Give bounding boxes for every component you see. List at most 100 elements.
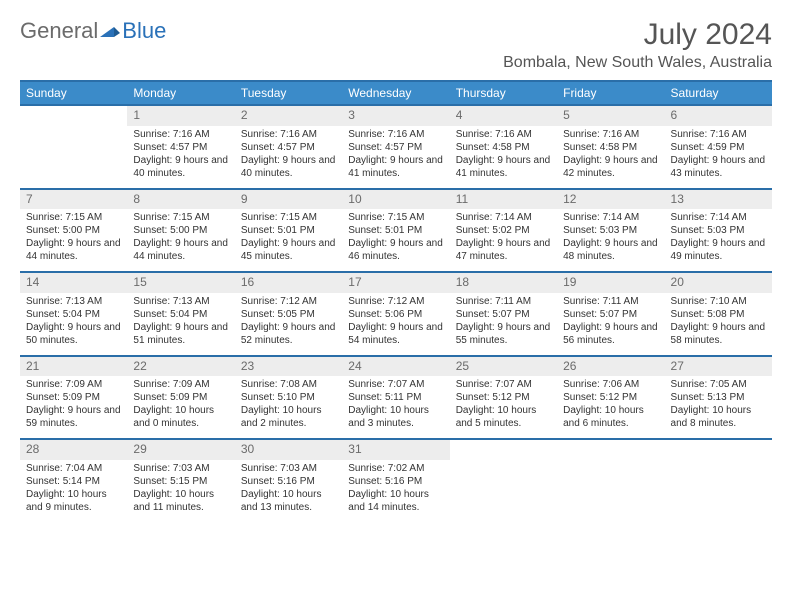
daylight-line: Daylight: 10 hours and 3 minutes.: [348, 404, 443, 430]
calendar-cell-number: 1: [127, 105, 234, 126]
day-number: 20: [665, 273, 772, 293]
sunset-line: Sunset: 4:58 PM: [563, 141, 658, 154]
calendar-cell-content: Sunrise: 7:15 AMSunset: 5:01 PMDaylight:…: [342, 209, 449, 272]
day-number: 21: [20, 357, 127, 377]
day-number: 14: [20, 273, 127, 293]
calendar-table: SundayMondayTuesdayWednesdayThursdayFrid…: [20, 80, 772, 522]
day-number: 27: [665, 357, 772, 377]
sunset-line: Sunset: 5:03 PM: [563, 224, 658, 237]
day-number: 2: [235, 106, 342, 126]
sunrise-line: Sunrise: 7:06 AM: [563, 378, 658, 391]
calendar-cell-content: Sunrise: 7:16 AMSunset: 4:59 PMDaylight:…: [665, 126, 772, 189]
calendar-cell-number: 14: [20, 272, 127, 293]
daylight-line: Daylight: 10 hours and 14 minutes.: [348, 488, 443, 514]
calendar-cell-content: Sunrise: 7:05 AMSunset: 5:13 PMDaylight:…: [665, 376, 772, 439]
calendar-header-row: SundayMondayTuesdayWednesdayThursdayFrid…: [20, 81, 772, 105]
daylight-line: Daylight: 10 hours and 8 minutes.: [671, 404, 766, 430]
sunrise-line: Sunrise: 7:14 AM: [671, 211, 766, 224]
daylight-line: Daylight: 9 hours and 49 minutes.: [671, 237, 766, 263]
month-title: July 2024: [503, 18, 772, 52]
daylight-line: Daylight: 10 hours and 9 minutes.: [26, 488, 121, 514]
sunset-line: Sunset: 4:57 PM: [241, 141, 336, 154]
calendar-cell-number: 29: [127, 439, 234, 460]
day-cell: Sunrise: 7:13 AMSunset: 5:04 PMDaylight:…: [127, 293, 234, 355]
day-cell: Sunrise: 7:09 AMSunset: 5:09 PMDaylight:…: [20, 376, 127, 438]
calendar-cell-content: Sunrise: 7:15 AMSunset: 5:01 PMDaylight:…: [235, 209, 342, 272]
sunrise-line: Sunrise: 7:15 AM: [348, 211, 443, 224]
calendar-cell-number: 23: [235, 356, 342, 377]
day-cell: Sunrise: 7:16 AMSunset: 4:57 PMDaylight:…: [235, 126, 342, 188]
sunrise-line: Sunrise: 7:16 AM: [133, 128, 228, 141]
calendar-cell-content: Sunrise: 7:16 AMSunset: 4:57 PMDaylight:…: [127, 126, 234, 189]
sunrise-line: Sunrise: 7:16 AM: [563, 128, 658, 141]
day-number: 10: [342, 190, 449, 210]
day-number: 19: [557, 273, 664, 293]
calendar-cell-number: [450, 439, 557, 460]
calendar-cell-content: Sunrise: 7:11 AMSunset: 5:07 PMDaylight:…: [557, 293, 664, 356]
sunrise-line: Sunrise: 7:05 AM: [671, 378, 766, 391]
sunrise-line: Sunrise: 7:12 AM: [348, 295, 443, 308]
day-number: 6: [665, 106, 772, 126]
calendar-cell-content: [557, 460, 664, 522]
sunset-line: Sunset: 5:11 PM: [348, 391, 443, 404]
sunset-line: Sunset: 5:12 PM: [563, 391, 658, 404]
day-cell: Sunrise: 7:16 AMSunset: 4:57 PMDaylight:…: [342, 126, 449, 188]
day-cell: Sunrise: 7:11 AMSunset: 5:07 PMDaylight:…: [557, 293, 664, 355]
day-cell: Sunrise: 7:06 AMSunset: 5:12 PMDaylight:…: [557, 376, 664, 438]
day-number: 18: [450, 273, 557, 293]
day-number: 26: [557, 357, 664, 377]
day-number: 28: [20, 440, 127, 460]
day-number: 16: [235, 273, 342, 293]
sunrise-line: Sunrise: 7:16 AM: [671, 128, 766, 141]
daylight-line: Daylight: 10 hours and 6 minutes.: [563, 404, 658, 430]
calendar-cell-content: Sunrise: 7:16 AMSunset: 4:58 PMDaylight:…: [557, 126, 664, 189]
day-cell: Sunrise: 7:16 AMSunset: 4:59 PMDaylight:…: [665, 126, 772, 188]
calendar-cell-number: 10: [342, 189, 449, 210]
sunrise-line: Sunrise: 7:13 AM: [26, 295, 121, 308]
sunrise-line: Sunrise: 7:15 AM: [26, 211, 121, 224]
calendar-cell-number: 8: [127, 189, 234, 210]
sunset-line: Sunset: 5:00 PM: [133, 224, 228, 237]
sunset-line: Sunset: 4:59 PM: [671, 141, 766, 154]
weekday-header: Friday: [557, 81, 664, 105]
calendar-cell-content: Sunrise: 7:09 AMSunset: 5:09 PMDaylight:…: [20, 376, 127, 439]
daylight-line: Daylight: 9 hours and 48 minutes.: [563, 237, 658, 263]
sunrise-line: Sunrise: 7:16 AM: [456, 128, 551, 141]
day-number: 23: [235, 357, 342, 377]
daylight-line: Daylight: 10 hours and 0 minutes.: [133, 404, 228, 430]
calendar-cell-content: Sunrise: 7:14 AMSunset: 5:03 PMDaylight:…: [665, 209, 772, 272]
logo-text-general: General: [20, 18, 98, 44]
calendar-cell-number: 22: [127, 356, 234, 377]
daylight-line: Daylight: 9 hours and 46 minutes.: [348, 237, 443, 263]
sunset-line: Sunset: 5:07 PM: [563, 308, 658, 321]
daylight-line: Daylight: 9 hours and 51 minutes.: [133, 321, 228, 347]
sunset-line: Sunset: 5:09 PM: [26, 391, 121, 404]
day-cell: Sunrise: 7:15 AMSunset: 5:00 PMDaylight:…: [127, 209, 234, 271]
day-cell: Sunrise: 7:15 AMSunset: 5:01 PMDaylight:…: [342, 209, 449, 271]
calendar-cell-number: 30: [235, 439, 342, 460]
calendar-cell-number: 19: [557, 272, 664, 293]
day-number: 5: [557, 106, 664, 126]
calendar-cell-content: Sunrise: 7:16 AMSunset: 4:57 PMDaylight:…: [235, 126, 342, 189]
calendar-cell-content: Sunrise: 7:16 AMSunset: 4:57 PMDaylight:…: [342, 126, 449, 189]
calendar-cell-number: 4: [450, 105, 557, 126]
day-number: 3: [342, 106, 449, 126]
sunset-line: Sunset: 5:08 PM: [671, 308, 766, 321]
sunset-line: Sunset: 4:57 PM: [348, 141, 443, 154]
calendar-cell-number: 2: [235, 105, 342, 126]
day-number: 9: [235, 190, 342, 210]
sunset-line: Sunset: 5:04 PM: [26, 308, 121, 321]
day-cell: Sunrise: 7:05 AMSunset: 5:13 PMDaylight:…: [665, 376, 772, 438]
sunset-line: Sunset: 5:06 PM: [348, 308, 443, 321]
weekday-header: Saturday: [665, 81, 772, 105]
calendar-cell-number: 15: [127, 272, 234, 293]
daylight-line: Daylight: 10 hours and 2 minutes.: [241, 404, 336, 430]
sunrise-line: Sunrise: 7:04 AM: [26, 462, 121, 475]
calendar-cell-number: 25: [450, 356, 557, 377]
calendar-cell-content: Sunrise: 7:07 AMSunset: 5:11 PMDaylight:…: [342, 376, 449, 439]
calendar-cell-number: 9: [235, 189, 342, 210]
calendar-cell-content: Sunrise: 7:07 AMSunset: 5:12 PMDaylight:…: [450, 376, 557, 439]
sunset-line: Sunset: 5:00 PM: [26, 224, 121, 237]
sunset-line: Sunset: 4:57 PM: [133, 141, 228, 154]
day-cell: Sunrise: 7:14 AMSunset: 5:02 PMDaylight:…: [450, 209, 557, 271]
